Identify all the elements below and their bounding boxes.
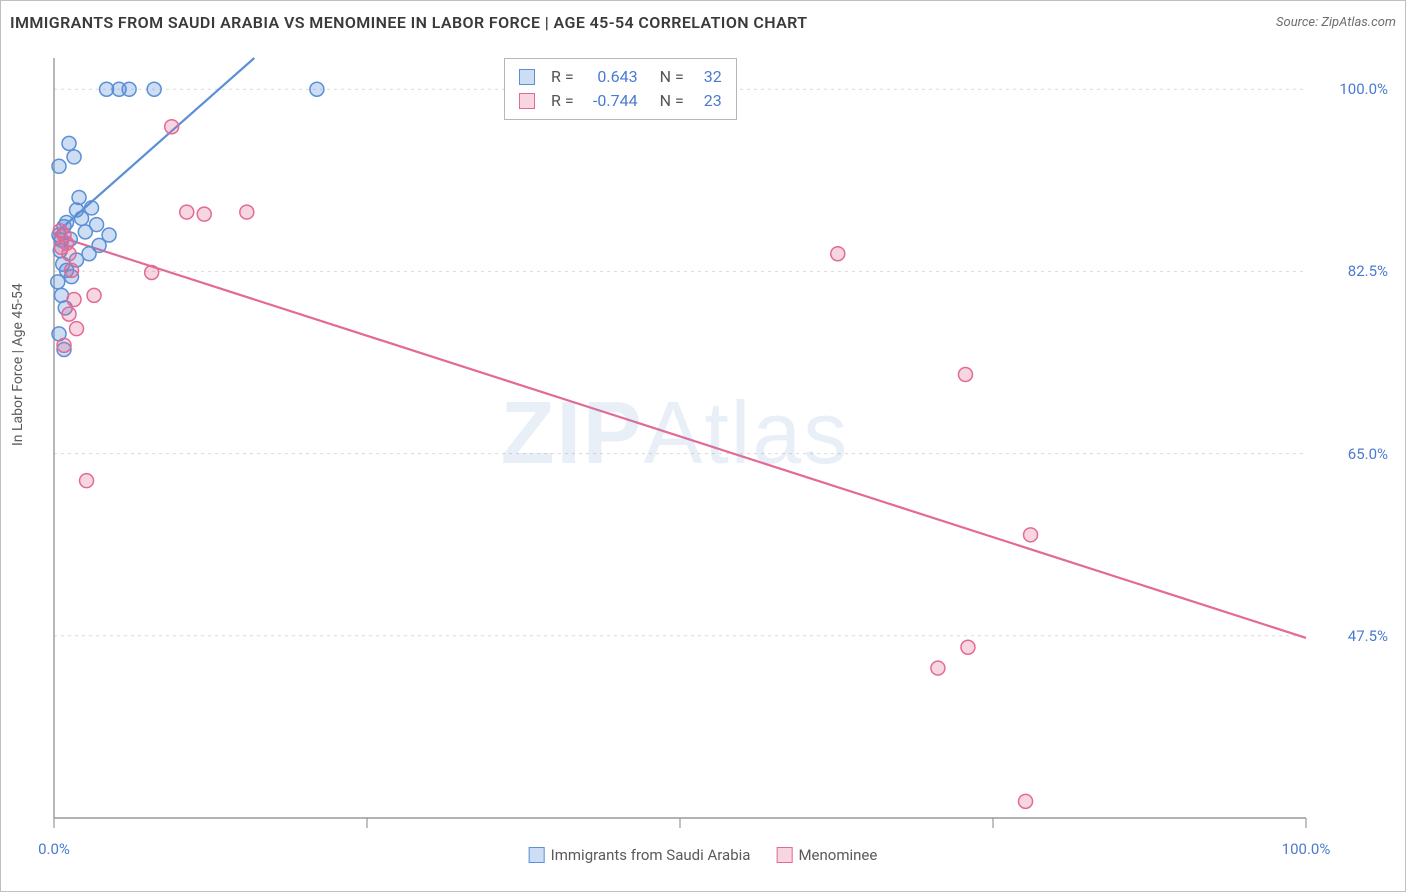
data-point (180, 205, 194, 219)
chart-title: IMMIGRANTS FROM SAUDI ARABIA VS MENOMINE… (10, 13, 807, 32)
regression-line (54, 235, 1306, 638)
r-label: R = (551, 89, 574, 113)
y-tick-label: 47.5% (1348, 627, 1388, 645)
data-point (122, 82, 136, 96)
data-point (310, 82, 324, 96)
y-tick-label: 100.0% (1339, 80, 1388, 98)
data-point (62, 247, 76, 261)
correlation-row: R = -0.744 N = 23 (519, 89, 722, 113)
data-point (87, 288, 101, 302)
data-point (831, 247, 845, 261)
y-axis-label: In Labor Force | Age 45-54 (10, 283, 26, 446)
data-point (62, 136, 76, 150)
data-point (85, 201, 99, 215)
data-point (80, 474, 94, 488)
n-value: 32 (694, 65, 722, 89)
legend-label: Immigrants from Saudi Arabia (551, 846, 751, 864)
data-point (67, 293, 81, 307)
n-label: N = (660, 89, 684, 113)
data-point (90, 218, 104, 232)
data-point (65, 263, 79, 277)
data-point (70, 322, 84, 336)
data-point (70, 203, 84, 217)
series-legend: Immigrants from Saudi Arabia Menominee (529, 846, 878, 864)
data-point (958, 367, 972, 381)
data-point (51, 275, 65, 289)
legend-item: Menominee (776, 846, 877, 864)
legend-swatch (776, 847, 792, 863)
legend-swatch (529, 847, 545, 863)
source-label: Source: ZipAtlas.com (1276, 15, 1396, 30)
data-point (57, 338, 71, 352)
n-label: N = (660, 65, 684, 89)
chart-area: ZIPAtlas (44, 48, 1306, 818)
legend-item: Immigrants from Saudi Arabia (529, 846, 751, 864)
data-point (197, 207, 211, 221)
data-point (72, 191, 86, 205)
r-value: -0.744 (584, 89, 638, 113)
x-tick-label: 100.0% (1282, 840, 1331, 858)
n-value: 23 (694, 89, 722, 113)
data-point (62, 307, 76, 321)
y-tick-label: 82.5% (1348, 262, 1388, 280)
legend-swatch (519, 93, 535, 109)
legend-swatch (519, 69, 535, 85)
y-tick-label: 65.0% (1348, 445, 1388, 463)
correlation-row: R = 0.643 N = 32 (519, 65, 722, 89)
data-point (67, 150, 81, 164)
data-point (147, 82, 161, 96)
legend-label: Menominee (798, 846, 877, 864)
data-point (1024, 528, 1038, 542)
scatter-chart (44, 48, 1316, 828)
title-bar: IMMIGRANTS FROM SAUDI ARABIA VS MENOMINE… (10, 8, 1396, 36)
data-point (52, 159, 66, 173)
data-point (102, 228, 116, 242)
data-point (240, 205, 254, 219)
data-point (1019, 794, 1033, 808)
r-value: 0.643 (584, 65, 638, 89)
correlation-legend: R = 0.643 N = 32 R = -0.744 N = 23 (504, 58, 737, 120)
x-tick-label: 0.0% (38, 840, 70, 858)
data-point (961, 640, 975, 654)
r-label: R = (551, 65, 574, 89)
data-point (165, 120, 179, 134)
data-point (145, 265, 159, 279)
data-point (931, 661, 945, 675)
